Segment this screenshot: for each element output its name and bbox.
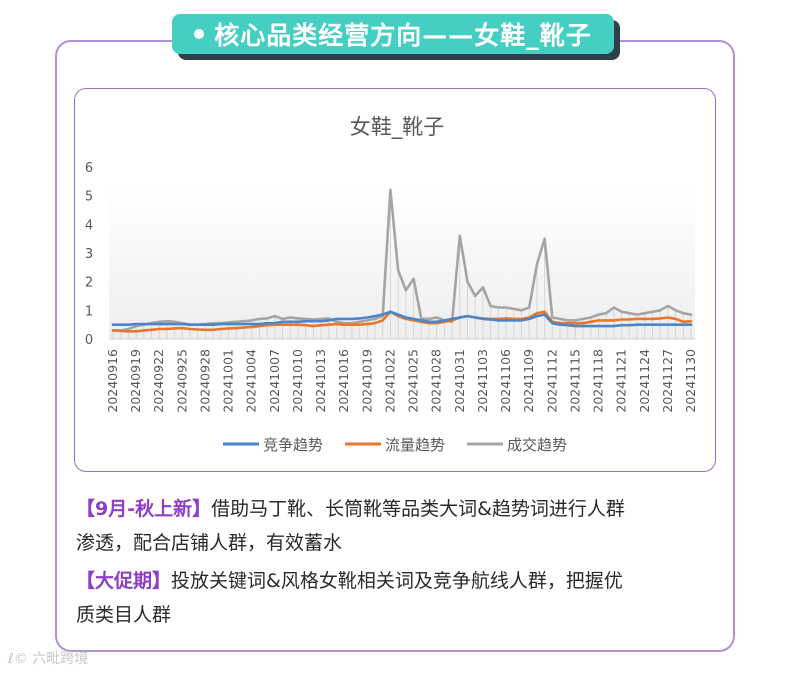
series-line-1 (111, 310, 693, 333)
x-tick-label: 20241103 (475, 349, 490, 413)
x-tick-label: 20241019 (359, 349, 374, 413)
y-tick-label: 6 (85, 161, 93, 176)
y-tick-label: 3 (85, 247, 93, 262)
y-tick-label: 0 (85, 333, 93, 348)
x-tick-label: 20240925 (174, 349, 189, 413)
watermark-text: 六毗跨境 (32, 651, 89, 667)
x-tick-label: 20241112 (544, 349, 559, 413)
x-tick-label: 20241106 (498, 349, 513, 413)
x-tick-label: 20241121 (614, 349, 629, 413)
y-axis: 0 1 2 3 4 5 6 (85, 161, 93, 348)
y-tick-label: 2 (85, 276, 93, 291)
x-tick-label: 20241013 (313, 349, 328, 413)
x-tick-label: 20240919 (128, 349, 143, 413)
y-tick-label: 5 (85, 190, 93, 205)
x-tick-label: 20240922 (151, 349, 166, 413)
y-tick-label: 1 (85, 304, 93, 319)
x-tick-label: 20240916 (105, 349, 120, 413)
description-block-1: 【9月-秋上新】借助马丁靴、长筒靴等品类大词&趋势词进行人群 渗透，配合店铺人群… (76, 492, 716, 560)
chart-legend: 竞争趋势 流量趋势 成交趋势 (223, 436, 567, 454)
x-tick-label: 20241004 (244, 349, 259, 413)
x-tick-label: 20240928 (197, 349, 212, 413)
page-title: 核心品类经营方向——女鞋_靴子 (214, 21, 592, 50)
x-tick-label: 20241022 (382, 349, 397, 413)
legend-label: 成交趋势 (507, 436, 567, 454)
x-axis: 20240916 20240919 20240922 20240925 20240928… (105, 338, 698, 413)
x-tick-label: 20241115 (567, 349, 582, 413)
description-block-2: 【大促期】投放关键词&风格女靴相关词及竞争航线人群，把握优 质类目人群 (76, 564, 716, 632)
tag-big-promo: 【大促期】 (76, 570, 172, 592)
legend-label: 流量趋势 (385, 436, 445, 454)
x-tick-label: 20241016 (336, 349, 351, 413)
title-banner: 核心品类经营方向——女鞋_靴子 (172, 14, 614, 54)
watermark: ℓ© 六毗跨境 (8, 648, 88, 668)
y-tick-label: 4 (85, 218, 93, 233)
tag-autumn-new: 【9月-秋上新】 (76, 498, 212, 520)
watermark-logo-icon: ℓ© (8, 651, 28, 667)
x-tick-label: 20241001 (221, 349, 236, 413)
x-tick-label: 20241007 (267, 349, 282, 413)
x-tick-label: 20241124 (637, 349, 652, 413)
x-tick-label: 20241010 (290, 349, 305, 413)
series-line-0 (111, 310, 693, 328)
x-tick-label: 20241127 (660, 349, 675, 413)
x-tick-label: 20241025 (406, 349, 421, 413)
desc-text-2b: 质类目人群 (76, 604, 172, 626)
legend-label: 竞争趋势 (263, 436, 323, 454)
bullet-dot-icon (194, 29, 205, 39)
desc-text-1b: 渗透，配合店铺人群，有效蓄水 (76, 532, 343, 554)
series-layer (111, 188, 693, 339)
desc-text-1a: 借助马丁靴、长筒靴等品类大词&趋势词进行人群 (211, 498, 625, 520)
x-tick-label: 20241109 (521, 349, 536, 413)
x-tick-label: 20241031 (452, 349, 467, 413)
desc-text-2a: 投放关键词&风格女靴相关词及竞争航线人群，把握优 (171, 570, 623, 592)
x-tick-label: 20241118 (591, 349, 606, 413)
x-tick-label: 20241028 (429, 349, 444, 413)
x-tick-label: 20241130 (683, 349, 698, 413)
chart-title: 女鞋_靴子 (350, 115, 445, 140)
